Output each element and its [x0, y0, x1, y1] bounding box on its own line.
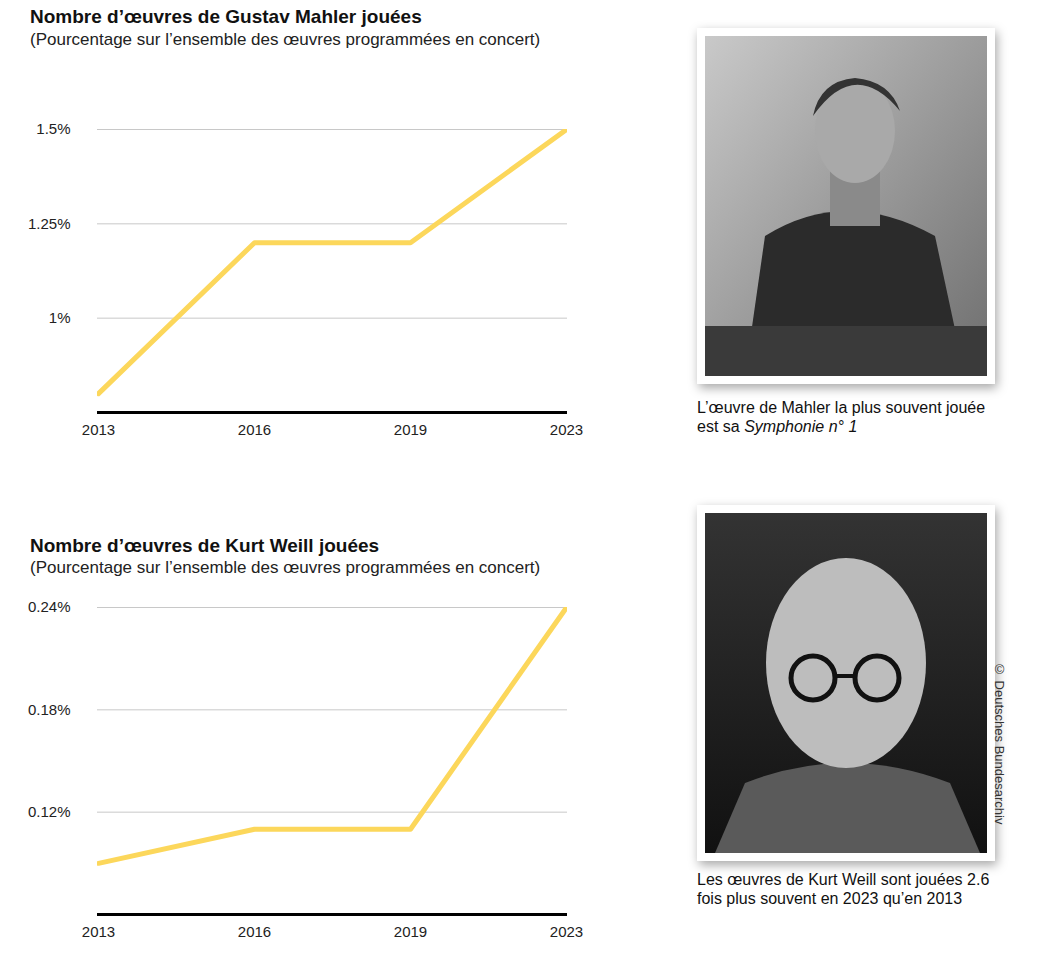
html-text:Nombre d’œuvres de Kurt Weill: Nombre d’œuvres de Kurt Weill jouées — [30, 535, 380, 556]
svg-text:2023: 2023 — [550, 923, 583, 940]
html-text:Les œuvres de Kurt Weill sont: Les œuvres de Kurt Weill sont jouées 2.6… — [697, 871, 990, 907]
svg-text:2019: 2019 — [394, 421, 427, 438]
html-text:Nombre d’œuvres de Gustav Mahl: Nombre d’œuvres de Gustav Mahler jouées — [30, 6, 422, 27]
svg-text:2016: 2016 — [238, 421, 271, 438]
html-text:L’œuvre de Mahler la plus souv: L’œuvre de Mahler la plus souvent jouée … — [697, 399, 986, 435]
html-text:(Pourcentage sur l’ensemble de: (Pourcentage sur l’ensemble des œuvres p… — [30, 30, 541, 49]
svg-text:0.12%: 0.12% — [28, 803, 71, 820]
svg-text:2016: 2016 — [238, 923, 271, 940]
svg-text:1.5%: 1.5% — [36, 120, 70, 137]
svg-text:2023: 2023 — [550, 421, 583, 438]
html-text:(Pourcentage sur l’ensemble de: (Pourcentage sur l’ensemble des œuvres p… — [30, 558, 541, 577]
svg-text:1.25%: 1.25% — [28, 215, 71, 232]
svg-text:0.24%: 0.24% — [28, 598, 71, 615]
svg-text:0.18%: 0.18% — [28, 701, 71, 718]
svg-text:1%: 1% — [49, 309, 71, 326]
svg-text:2019: 2019 — [394, 923, 427, 940]
html-text:© Deutsches Bundesarchiv: © Deutsches Bundesarchiv — [992, 662, 1007, 825]
svg-text:2013: 2013 — [82, 421, 115, 438]
svg-text:2013: 2013 — [82, 923, 115, 940]
